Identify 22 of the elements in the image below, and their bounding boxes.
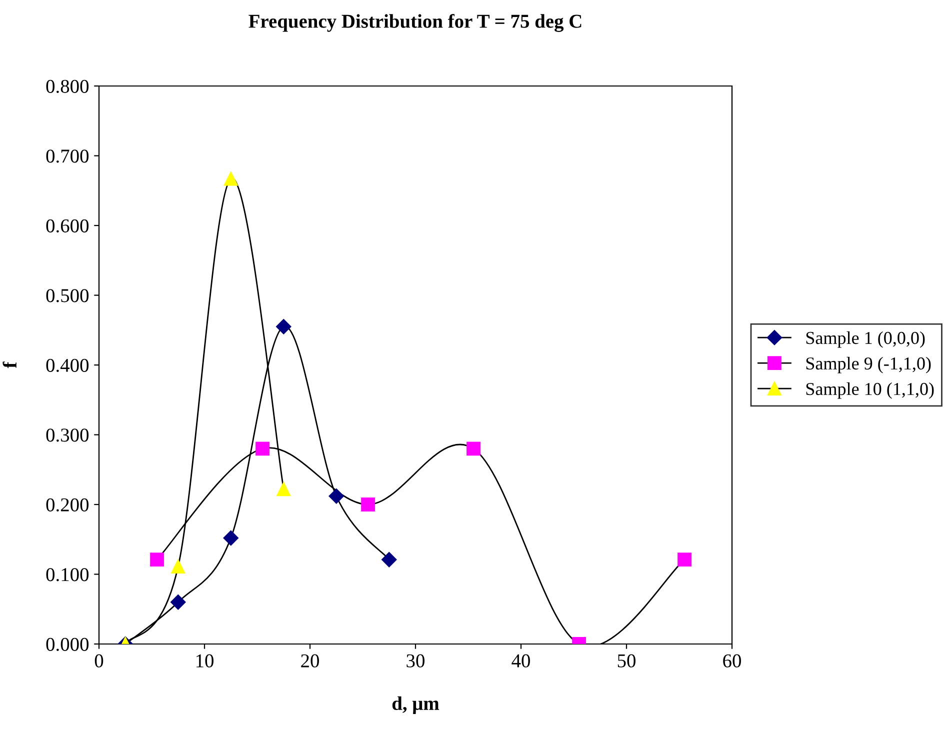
y-tick-label: 0.600 bbox=[46, 219, 89, 233]
y-tick-label: 0.100 bbox=[46, 568, 89, 582]
x-axis-title: d, μm bbox=[392, 696, 440, 714]
y-tick-label: 0.400 bbox=[46, 358, 89, 372]
y-tick-label: 0.500 bbox=[46, 289, 89, 302]
y-tick-label: 0.800 bbox=[46, 80, 89, 94]
x-tick-label: 0 bbox=[94, 654, 104, 668]
legend-label: Sample 10 (1,1,0) bbox=[806, 382, 934, 399]
legend-label: Sample 1 (0,0,0) bbox=[806, 331, 925, 348]
x-tick-label: 40 bbox=[512, 654, 530, 668]
y-tick-label: 0.300 bbox=[46, 428, 89, 442]
y-tick-label: 0.700 bbox=[46, 150, 89, 163]
x-tick-label: 20 bbox=[301, 654, 319, 668]
x-tick-label: 60 bbox=[723, 654, 741, 668]
x-tick-label: 50 bbox=[618, 654, 636, 668]
y-tick-label: 0.000 bbox=[46, 638, 89, 652]
chart-title: Frequency Distribution for T = 75 deg C bbox=[248, 14, 582, 32]
x-tick-label: 30 bbox=[406, 654, 424, 668]
y-axis-title: f bbox=[2, 362, 16, 368]
y-tick-label: 0.200 bbox=[46, 498, 89, 512]
x-tick-label: 10 bbox=[196, 654, 214, 668]
legend-label: Sample 9 (-1,1,0) bbox=[806, 356, 931, 374]
